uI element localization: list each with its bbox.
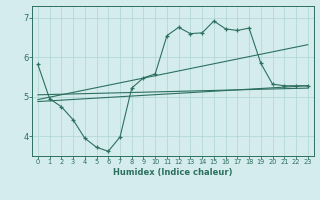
X-axis label: Humidex (Indice chaleur): Humidex (Indice chaleur) [113, 168, 233, 177]
